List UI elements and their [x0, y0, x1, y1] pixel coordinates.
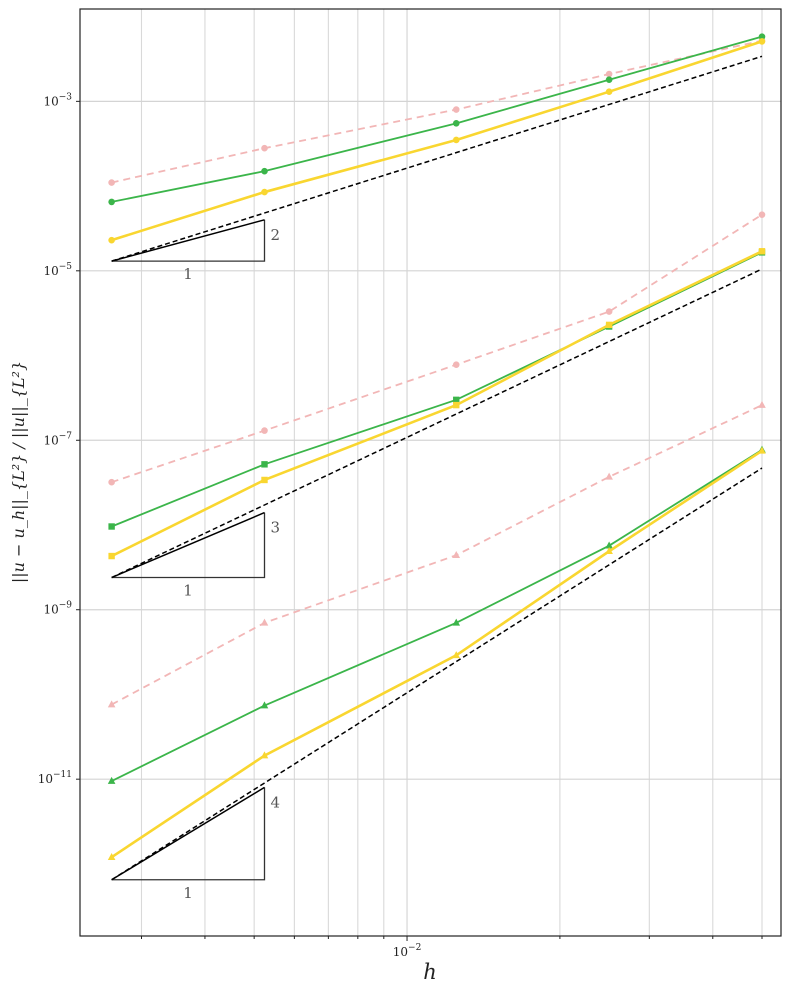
y-tick-label: 10−9 [43, 601, 72, 617]
data-point [107, 776, 116, 784]
axis-ticks: 10−2 10−3 10−5 10−7 10−9 10−11 [38, 92, 763, 959]
slope-rise-label: 3 [270, 519, 280, 537]
slope-triangle-hypotenuse [111, 786, 265, 881]
grid [80, 9, 781, 936]
data-point [452, 651, 461, 659]
slope-run-label: 1 [183, 265, 193, 283]
slope-triangle-hypotenuse [111, 511, 265, 579]
series-line-green-5 [111, 251, 763, 528]
data-point [758, 248, 766, 255]
slope-triangle-hypotenuse [111, 219, 265, 262]
plot-frame [79, 8, 782, 937]
slope-triangle-legs [111, 787, 266, 881]
y-tick-label: 10−5 [43, 262, 72, 278]
data-point [261, 461, 268, 468]
data-point [452, 551, 461, 559]
y-tick-label: 10−7 [43, 431, 72, 447]
y-tick-label: 10−3 [43, 92, 72, 108]
data-point [452, 618, 461, 626]
data-point [261, 427, 268, 434]
data-point [605, 541, 613, 549]
data-point [108, 523, 115, 530]
data-point [260, 701, 269, 709]
data-point [605, 472, 613, 480]
data-point [261, 167, 268, 175]
data-point [605, 88, 613, 95]
series-line-yellow-2 [111, 40, 763, 242]
data-point [453, 401, 460, 409]
data-point [108, 478, 115, 486]
y-axis-label: ||u − u_h||_{L²} / ||u||_{L²} [9, 361, 28, 583]
slope-rise-label: 2 [270, 226, 280, 244]
data-point [107, 853, 116, 861]
slope-triangle-legs [111, 512, 266, 579]
data-point [452, 120, 460, 127]
data-point [605, 321, 613, 329]
data-point [260, 618, 269, 626]
data-point [108, 179, 115, 186]
data-point [453, 396, 460, 404]
data-point [261, 144, 268, 152]
data-point [758, 38, 766, 45]
data-point [108, 552, 115, 560]
series-line-green-9 [111, 449, 763, 782]
data-point [605, 76, 613, 84]
x-tick-label: 10−2 [393, 943, 422, 959]
slope-triangle-legs [111, 219, 266, 262]
slope-run-label: 1 [183, 582, 193, 600]
data-point [605, 547, 613, 555]
data-point [108, 198, 115, 206]
series-line-reference-3 [111, 55, 763, 262]
slope-rise-label: 4 [270, 793, 280, 811]
data-point [452, 361, 460, 368]
series-layer [107, 33, 766, 881]
data-point [452, 136, 460, 144]
data-point [260, 751, 269, 759]
series-line-pink-dashed-4 [111, 213, 763, 484]
series-line-pink-dashed-0 [111, 39, 763, 184]
data-point [758, 33, 766, 40]
y-tick-label: 10−11 [38, 770, 72, 786]
data-point [261, 476, 268, 484]
data-point [452, 106, 460, 113]
data-point [261, 188, 268, 196]
slope-run-label: 1 [183, 884, 193, 902]
data-point [107, 700, 116, 708]
data-point [605, 308, 613, 315]
data-point [758, 446, 766, 454]
data-point [605, 70, 613, 78]
data-point [758, 211, 766, 218]
series-line-reference-7 [111, 268, 763, 579]
data-point [108, 236, 115, 244]
slope-triangles: 2 1 3 1 4 1 [111, 219, 280, 902]
series-line-reference-11 [111, 467, 763, 881]
x-axis-label: h [423, 960, 437, 984]
data-point [758, 400, 766, 408]
